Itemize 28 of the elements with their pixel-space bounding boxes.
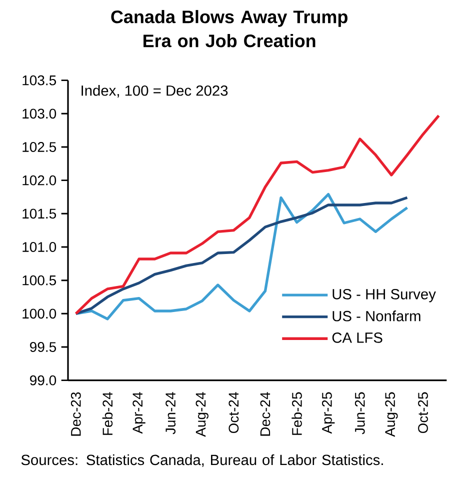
legend-label: CA LFS <box>332 332 382 343</box>
x-tick-label: Feb-24 <box>102 392 113 435</box>
x-tick-label: Oct-24 <box>228 392 239 434</box>
legend-label: US - HH Survey <box>332 288 436 302</box>
y-tick-label: 103.0 <box>22 108 56 119</box>
x-tick-label: Apr-25 <box>322 392 335 434</box>
x-tick-label: Aug-24 <box>196 392 208 437</box>
y-tick-label: 99.5 <box>30 342 56 352</box>
x-tick-label: Aug-25 <box>385 392 398 437</box>
x-tick-label: Dec-24 <box>260 392 270 436</box>
y-tick-label: 102.0 <box>22 175 56 186</box>
x-tick-label: Jun-25 <box>354 392 365 434</box>
y-tick-label: 100.0 <box>22 308 56 319</box>
x-tick-label: Apr-24 <box>132 392 146 434</box>
source-note: Sources: Statistics Canada, Bureau of Labor Statistics. <box>21 454 383 467</box>
y-tick-label: 100.5 <box>22 275 56 286</box>
y-tick-label: 101.0 <box>22 242 56 252</box>
y-tick-label: 99.0 <box>30 375 56 386</box>
x-tick-label: Feb-25 <box>292 392 302 435</box>
y-tick-label: 103.5 <box>22 75 56 86</box>
x-tick-label: Oct-25 <box>418 392 428 434</box>
y-tick-label: 102.5 <box>22 142 56 152</box>
chart-title: Canada Blows Away Trump Era on Job Creation <box>111 10 348 48</box>
x-tick-label: Jun-24 <box>166 392 176 434</box>
chart-subtitle: Index, 100 = Dec 2023 <box>82 85 228 98</box>
x-tick-label: Dec-23 <box>70 392 81 436</box>
legend-label: US - Nonfarm <box>332 310 420 322</box>
y-tick-label: 101.5 <box>22 208 56 219</box>
